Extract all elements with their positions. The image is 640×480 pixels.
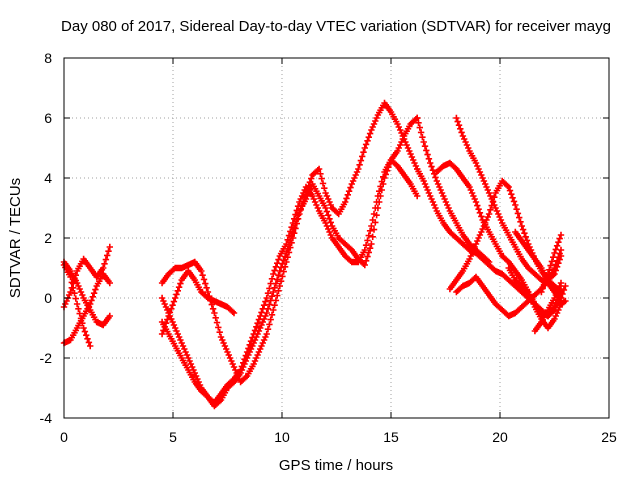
data-series — [538, 231, 565, 296]
y-tick-label: 8 — [44, 50, 52, 66]
plus-markers — [538, 231, 565, 296]
plus-markers — [453, 114, 565, 302]
x-tick-label: 15 — [383, 429, 399, 445]
x-tick-labels: 0 5 10 15 20 25 — [60, 429, 617, 445]
data-series — [453, 114, 565, 302]
y-tick-label: -4 — [40, 410, 53, 426]
x-tick-label: 20 — [492, 429, 508, 445]
plus-markers — [158, 156, 421, 407]
x-axis-label: GPS time / hours — [279, 457, 393, 474]
y-tick-label: -2 — [40, 350, 53, 366]
data-series — [531, 279, 565, 335]
x-tick-label: 25 — [601, 429, 617, 445]
x-tick-label: 5 — [169, 429, 177, 445]
plus-markers — [531, 279, 565, 335]
data-series — [158, 156, 421, 407]
y-tick-label: 2 — [44, 230, 52, 246]
x-tick-label: 10 — [274, 429, 290, 445]
chart-title: Day 080 of 2017, Sidereal Day-to-day VTE… — [61, 18, 611, 35]
y-axis-label: SDTVAR / TECUs — [7, 178, 24, 298]
y-tick-label: 6 — [44, 110, 52, 126]
axis-ticks — [63, 57, 610, 419]
data-points — [60, 99, 569, 410]
y-tick-label: 0 — [44, 290, 52, 306]
y-tick-label: 4 — [44, 170, 52, 186]
y-tick-labels: -4 -2 0 2 4 6 8 — [40, 50, 53, 426]
x-tick-label: 0 — [60, 429, 68, 445]
